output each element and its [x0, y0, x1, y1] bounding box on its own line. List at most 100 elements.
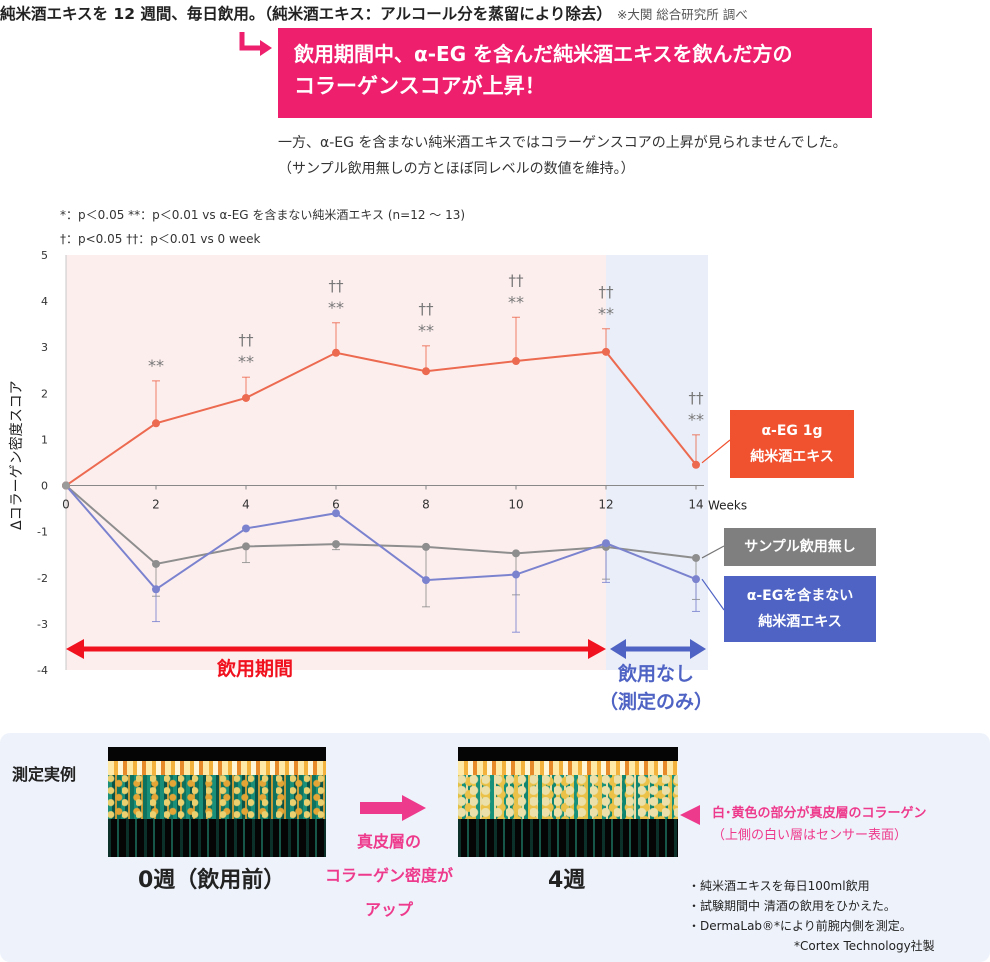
legend-blue-line-1: α-EGを含まない [746, 588, 854, 604]
headline-note: ※大関 総合研究所 調べ [616, 7, 748, 22]
series-line [65, 484, 697, 591]
y-tick-label: -1 [37, 526, 48, 539]
turn-arrow-icon [239, 32, 272, 56]
result-banner: 飲用期間中、α-EG を含んだ純米酒エキスを飲んだ方の コラーゲンスコアが上昇！ [278, 28, 872, 118]
significance-star: ** [238, 352, 254, 371]
legend-gray: サンプル飲用無し [724, 528, 876, 566]
significance-dagger: †† [509, 271, 525, 289]
drinking-arrow-head-left [66, 639, 84, 659]
drinking-period-bg [66, 255, 606, 670]
legend-pointer-red [701, 439, 731, 464]
significance-star: ** [418, 321, 434, 340]
data-point [692, 460, 700, 469]
significance-star: ** [508, 292, 524, 311]
data-point [512, 549, 520, 558]
data-point [242, 393, 250, 402]
legend-red: α-EG 1g 純米酒エキス [730, 410, 854, 478]
data-point [692, 553, 700, 562]
y-tick-label: 2 [41, 387, 48, 400]
data-point [152, 585, 160, 594]
description-line-2: （サンプル飲用無しの方とほぼ同レベルの数値を維持。） [278, 161, 635, 177]
no-drinking-line-1: 飲用なし [617, 663, 694, 685]
before-caption: 0週（飲用前） [138, 868, 286, 893]
example-title: 測定実例 [12, 765, 77, 784]
legend-pointer-gray [701, 545, 725, 559]
y-tick-label: 1 [41, 433, 48, 446]
significance-star: ** [688, 410, 704, 429]
banner-line-2: コラーゲンスコアが上昇！ [294, 74, 546, 98]
collagen-note-line-1: 白･黄色の部分が真皮層のコラーゲン [712, 806, 927, 821]
x-tick-label: 0 [62, 498, 70, 512]
no-drinking-period-bg [606, 255, 708, 670]
significance-legend-2: †：p<0.05 ††：p＜0.01 vs 0 week [60, 232, 261, 246]
y-tick-label: -2 [37, 572, 48, 585]
y-tick-label: 3 [41, 341, 48, 354]
significance-dagger: †† [419, 300, 435, 318]
data-point [152, 559, 160, 568]
data-point [332, 540, 340, 549]
no-drinking-arrow-head-left [610, 639, 626, 659]
legend-pointer-blue [701, 578, 725, 611]
significance-dagger: †† [329, 277, 345, 295]
collagen-note-line-2: （上側の白い層はセンサー表面） [712, 828, 908, 843]
x-tick-label: 12 [598, 498, 613, 512]
no-drinking-line-2: （測定のみ） [598, 691, 713, 713]
data-point [692, 575, 700, 584]
x-tick-label: 10 [508, 498, 523, 512]
headline: 純米酒エキスを 12 週間、毎日飲用。（純米酒エキス：アルコール分を蒸留により除… [0, 2, 990, 24]
note-2: ・試験期間中 清酒の飲用をひかえた。 [688, 899, 896, 913]
data-point [512, 357, 520, 366]
banner-line-1: 飲用期間中、α-EG を含んだ純米酒エキスを飲んだ方の [294, 42, 793, 66]
note-4: *Cortex Technology社製 [794, 939, 935, 953]
data-point [422, 542, 430, 551]
description-line-1: 一方、α-EG を含まない純米酒エキスではコラーゲンスコアの上昇が見られませんで… [278, 135, 847, 151]
after-caption: 4週 [548, 868, 586, 893]
note-1: ・純米酒エキスを毎日100ml飲用 [688, 879, 870, 893]
micrograph-after [458, 747, 678, 857]
y-tick-label: -4 [37, 664, 48, 677]
data-point [422, 367, 430, 376]
data-point [602, 539, 610, 548]
legend-red-line-2: 純米酒エキス [750, 449, 834, 465]
legend-red-line-1: α-EG 1g [761, 423, 823, 439]
y-tick-label: -3 [37, 618, 48, 631]
significance-legend-1: *：p＜0.05 **：p＜0.01 vs α-EG を含まない純米酒エキス (… [60, 208, 466, 222]
description: 一方、α-EG を含まない純米酒エキスではコラーゲンスコアの上昇が見られませんで… [278, 130, 847, 182]
significance-dagger: †† [239, 331, 255, 349]
x-axis-unit: Weeks [708, 499, 747, 513]
x-tick-label: 2 [152, 498, 160, 512]
study-notes: ・純米酒エキスを毎日100ml飲用 ・試験期間中 清酒の飲用をひかえた。 ・De… [688, 876, 935, 956]
legend-blue-line-2: 純米酒エキス [758, 614, 842, 630]
headline-main: 純米酒エキスを 12 週間、毎日飲用。（純米酒エキス：アルコール分を蒸留により除… [0, 5, 612, 23]
micrograph-before [108, 747, 326, 857]
series-line [65, 350, 697, 487]
y-tick-label: 0 [41, 480, 48, 493]
y-tick-label: 5 [41, 249, 48, 262]
data-point [332, 509, 340, 518]
significance-dagger: †† [599, 283, 615, 301]
pointer-triangle-icon [680, 805, 700, 825]
x-tick-label: 14 [688, 498, 703, 512]
significance-star: ** [148, 356, 164, 375]
significance-star: ** [328, 298, 344, 317]
data-point [152, 419, 160, 428]
no-drinking-arrow-head-right [690, 639, 706, 659]
significance-star: ** [598, 304, 614, 323]
x-tick-label: 6 [332, 498, 340, 512]
data-point [332, 348, 340, 357]
data-point [512, 570, 520, 579]
data-point [242, 542, 250, 551]
note-3: ・DermaLab®*により前腕内側を測定。 [688, 919, 912, 933]
up-line-3: アップ [364, 900, 413, 919]
y-tick-label: 4 [41, 295, 48, 308]
data-point [602, 347, 610, 356]
x-tick-label: 4 [242, 498, 250, 512]
up-line-2: コラーゲン密度が [324, 866, 453, 885]
drinking-period-label: 飲用期間 [216, 658, 293, 680]
legend-gray-line-1: サンプル飲用無し [744, 539, 856, 555]
drinking-arrow-head-right [588, 639, 606, 659]
x-tick-label: 8 [422, 498, 430, 512]
data-point [242, 524, 250, 533]
collagen-note: 白･黄色の部分が真皮層のコラーゲン （上側の白い層はセンサー表面） [712, 803, 927, 847]
